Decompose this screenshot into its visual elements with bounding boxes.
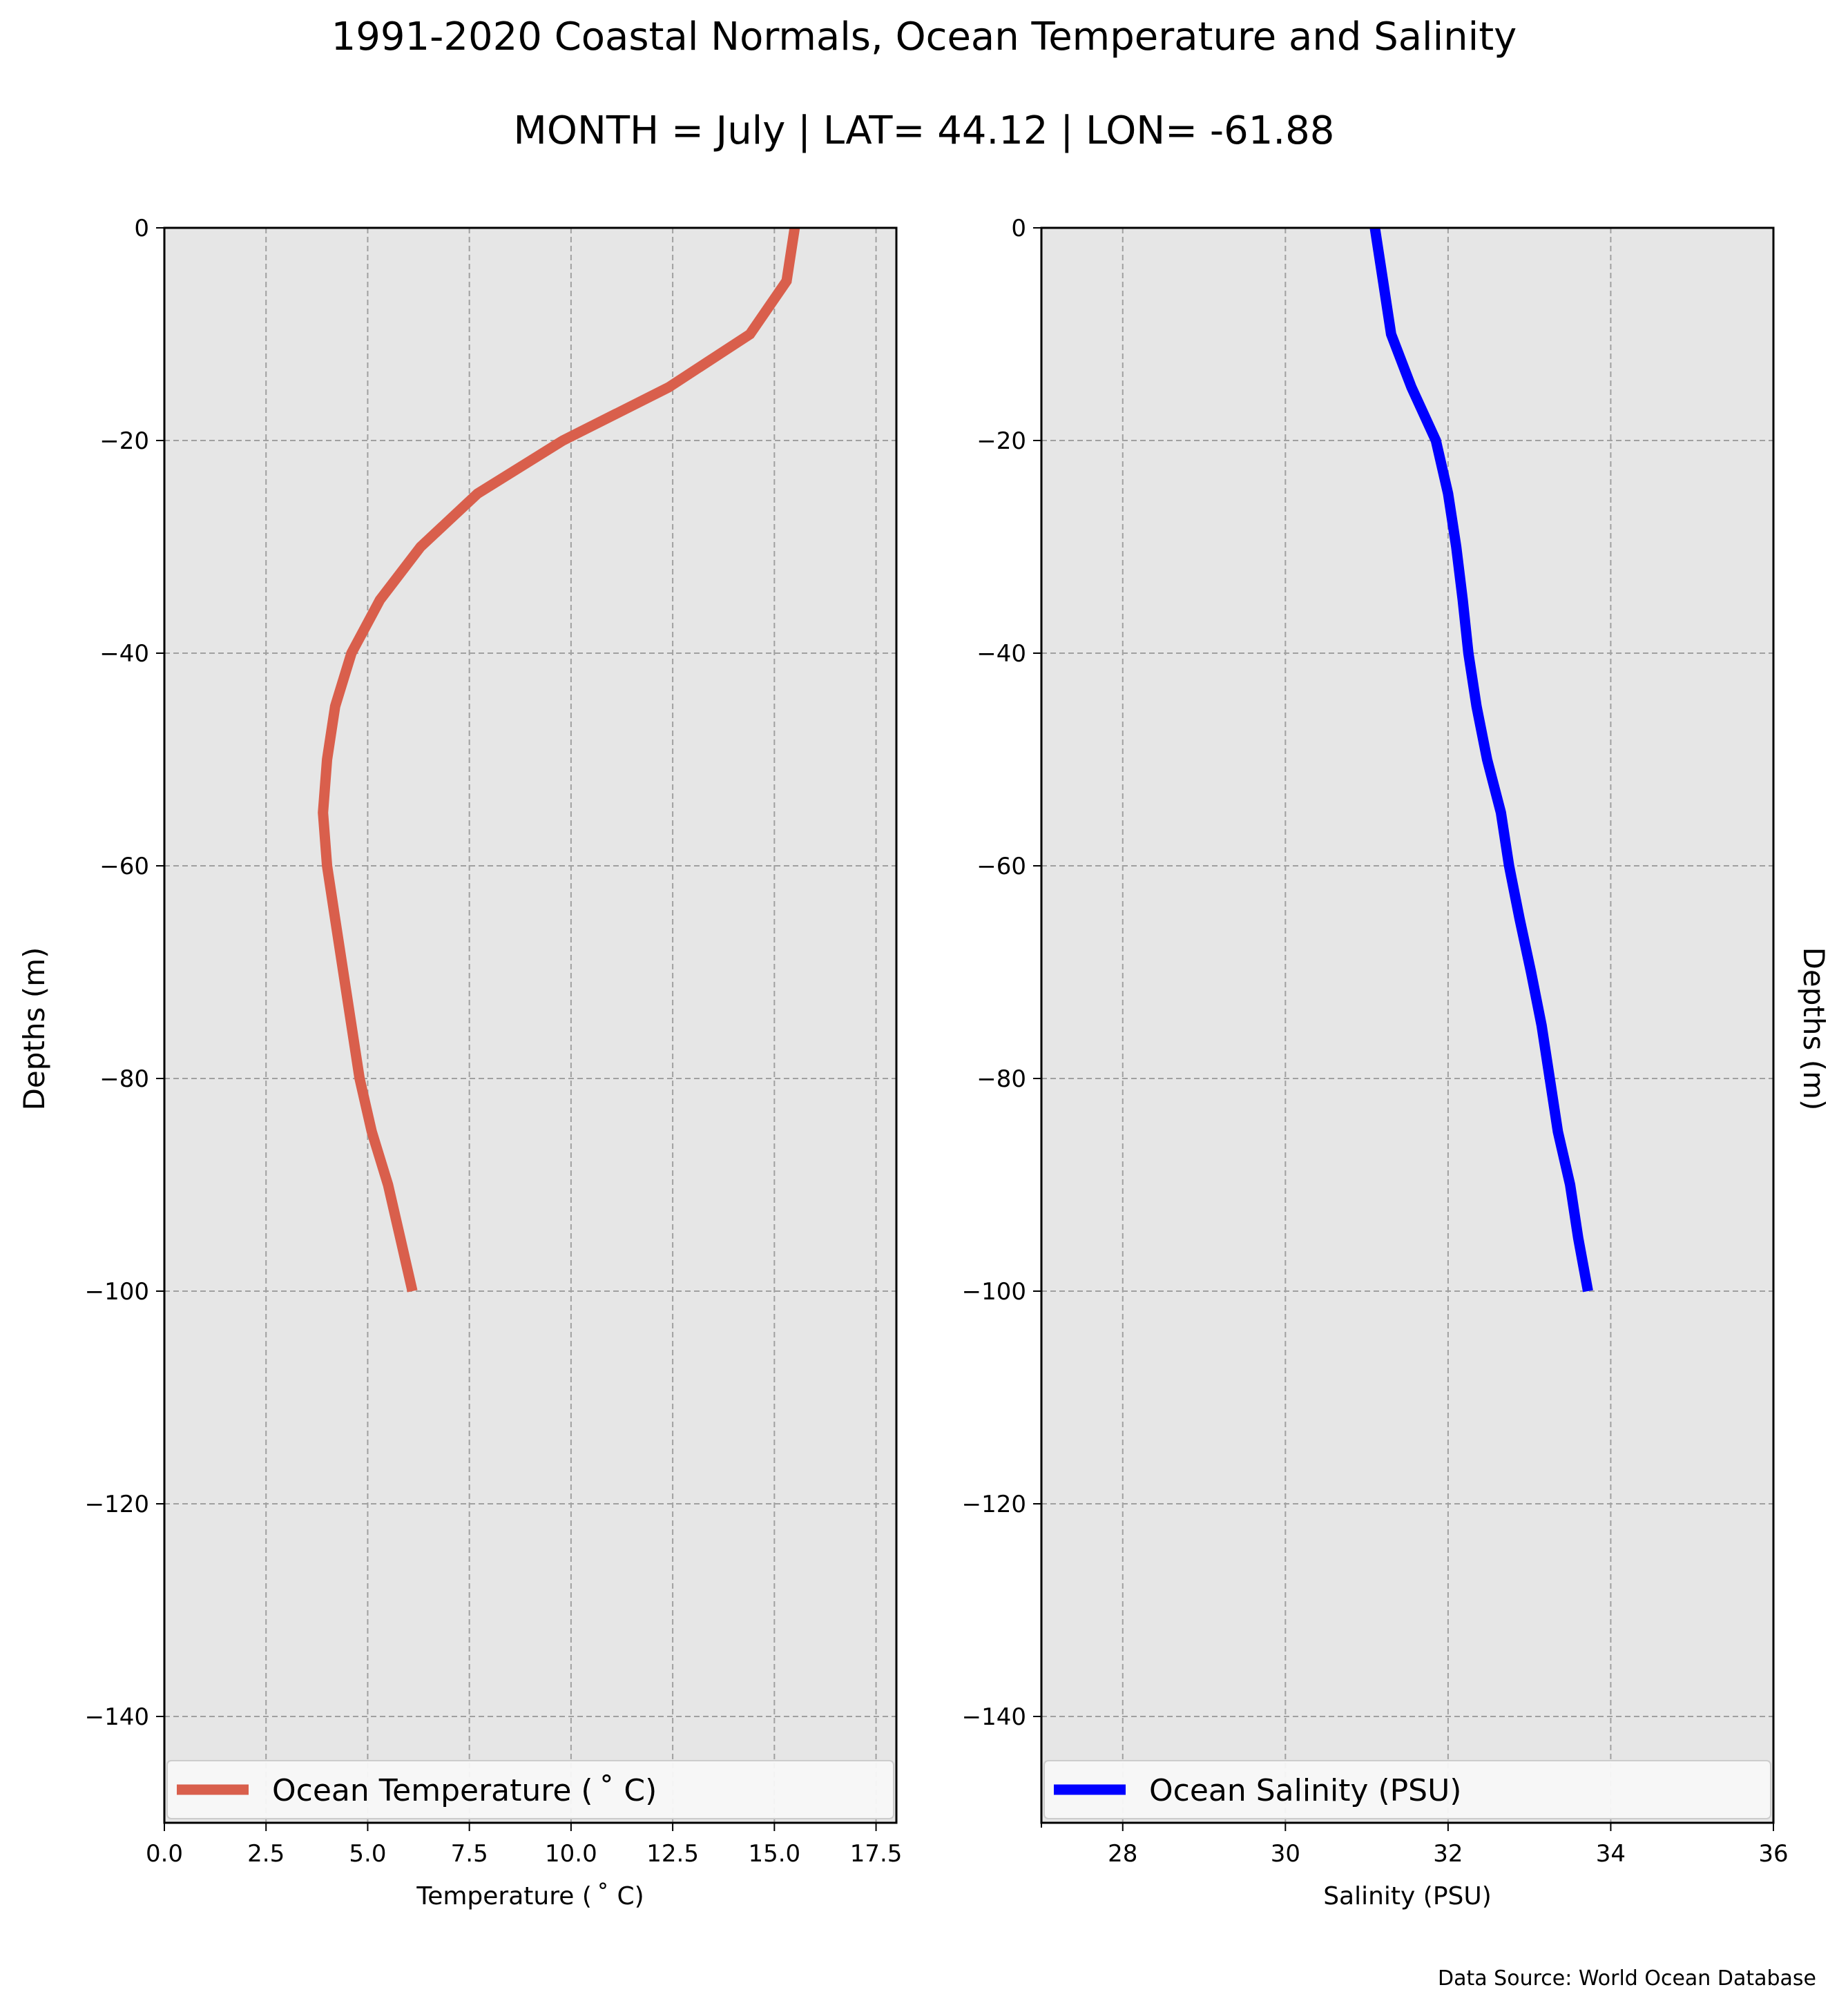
sal-xtick-label: 28 (1108, 1840, 1137, 1868)
sal-xtick-label: 32 (1433, 1840, 1463, 1868)
sal-plot-area (1041, 228, 1773, 1823)
temp-xtick-label: 5.0 (349, 1840, 386, 1868)
temp-ytick-label: −80 (99, 1065, 149, 1093)
salinity-panel: 28 30 32 34 36 0 −20 −40 −60 −80 −100 −120 −140 Salin… (962, 215, 1789, 1910)
temp-ytick-label: −120 (85, 1491, 149, 1518)
temp-ytick-label: −60 (99, 853, 149, 880)
temp-ytick-label: −40 (99, 640, 149, 668)
chart-title: 1991-2020 Coastal Normals, Ocean Tempera… (331, 14, 1517, 59)
sal-ytick-label: −120 (962, 1491, 1026, 1518)
chart-subtitle: MONTH = July | LAT= 44.12 | LON= -61.88 (514, 108, 1335, 153)
temp-ytick-label: −20 (99, 427, 149, 455)
sal-xtick-label: 30 (1271, 1840, 1300, 1868)
temp-legend-box (166, 1760, 894, 1819)
temp-xtick-label: 2.5 (247, 1840, 285, 1868)
temp-xtick-label: 15.0 (748, 1840, 800, 1868)
temp-xaxis-label: Temperature ( ˚ C) (416, 1882, 644, 1910)
sal-ytick-label: −20 (976, 427, 1026, 455)
sal-ytick-label: −80 (976, 1065, 1026, 1093)
sal-xtick-label: 36 (1758, 1840, 1788, 1868)
temp-xtick-label: 10.0 (545, 1840, 597, 1868)
sal-xtick-label: 34 (1596, 1840, 1626, 1868)
temp-ytick-label: −100 (85, 1278, 149, 1306)
sal-ytick-label: −40 (976, 640, 1026, 668)
temp-axes-frame (163, 226, 898, 1824)
right-ylabel: Depths (m) (1797, 947, 1831, 1111)
temp-legend-label: Ocean Temperature ( ˚ C) (272, 1773, 657, 1808)
sal-legend-box (1043, 1760, 1771, 1819)
temp-xtick-label: 0.0 (146, 1840, 183, 1868)
temp-legend: Ocean Temperature ( ˚ C) (166, 1760, 894, 1819)
temp-ytick-label: 0 (134, 215, 149, 242)
left-ylabel: Depths (m) (17, 947, 51, 1111)
temp-series-line (318, 226, 800, 1293)
sal-ytick-label: −100 (962, 1278, 1026, 1306)
temperature-panel: 0.0 2.5 5.0 7.5 10.0 12.5 15.0 17.5 0 −20 −40 −60 −8… (85, 215, 903, 1910)
temp-xtick-label: 17.5 (850, 1840, 903, 1868)
sal-ytick-label: −140 (962, 1703, 1026, 1731)
temp-ytick-label: −140 (85, 1703, 149, 1731)
sal-ytick-label: 0 (1011, 215, 1026, 242)
sal-ytick-label: −60 (976, 853, 1026, 880)
sal-legend: Ocean Salinity (PSU) (1043, 1760, 1771, 1819)
sal-series-line (1369, 226, 1593, 1293)
sal-axes-frame (1040, 226, 1775, 1824)
sal-legend-label: Ocean Salinity (PSU) (1149, 1773, 1461, 1808)
temp-plot-area (164, 228, 896, 1823)
data-source-note: Data Source: World Ocean Database (1438, 1966, 1816, 1991)
temp-xtick-label: 7.5 (451, 1840, 488, 1868)
temp-xtick-label: 12.5 (646, 1840, 699, 1868)
sal-xaxis-label: Salinity (PSU) (1323, 1882, 1492, 1910)
